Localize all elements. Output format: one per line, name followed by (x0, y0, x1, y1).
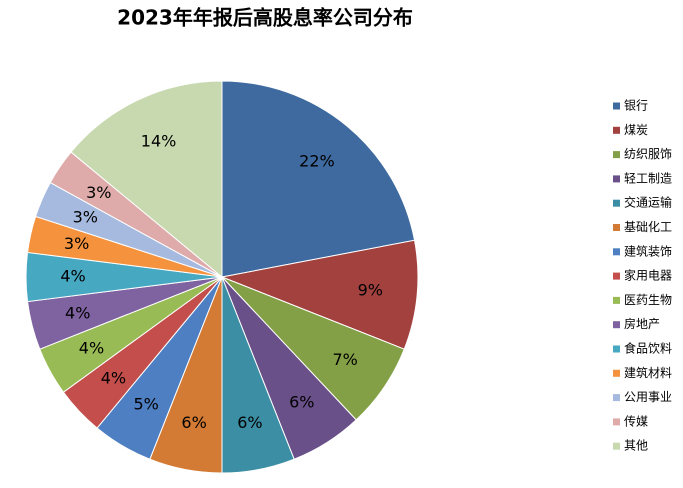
slice-label: 3% (73, 207, 98, 226)
legend-swatch (613, 224, 620, 231)
legend-label: 建筑材料 (624, 365, 672, 380)
legend-swatch (613, 394, 620, 402)
legend-label: 轻工制造 (624, 171, 672, 185)
slice-label: 7% (333, 350, 358, 369)
legend-swatch (613, 248, 620, 256)
slice-label: 6% (237, 413, 262, 432)
pie-slice (220, 239, 419, 350)
pie-slice (221, 80, 416, 278)
legend-swatch (613, 151, 620, 159)
legend-label: 纺织服饰 (624, 147, 672, 161)
legend-swatch (613, 418, 620, 426)
legend-label: 家用电器 (624, 268, 672, 283)
slice-label: 6% (181, 413, 206, 432)
slice-label: 4% (101, 368, 126, 387)
slice-label: 9% (358, 281, 383, 300)
legend-label: 基础化工 (624, 220, 672, 234)
legend-swatch (613, 272, 620, 280)
legend-label: 房地产 (624, 316, 660, 331)
legend-label: 建筑装饰 (624, 243, 672, 258)
slice-label: 4% (60, 267, 85, 286)
slice-label: 4% (79, 338, 104, 357)
legend-label: 公用事业 (624, 390, 672, 404)
legend-swatch (613, 199, 620, 207)
legend-label: 煤炭 (624, 123, 648, 137)
legend-label: 其他 (624, 439, 648, 453)
slice-label: 4% (65, 304, 90, 323)
slice-label: 3% (64, 234, 89, 253)
legend-swatch (613, 296, 620, 304)
slice-label: 14% (141, 132, 177, 151)
slice-label: 22% (299, 152, 335, 171)
slice-label: 6% (289, 392, 314, 411)
slice-label: 3% (86, 183, 111, 202)
legend-label: 银行 (624, 99, 648, 113)
legend-label: 医药生物 (624, 293, 672, 307)
legend-swatch (613, 442, 620, 450)
legend-swatch (613, 175, 620, 183)
legend-swatch (613, 369, 620, 377)
legend-swatch (613, 345, 620, 353)
legend-swatch (613, 126, 620, 134)
slice-label: 5% (133, 395, 158, 414)
chart-title: 2023年年报后高股息率公司分布 (117, 6, 413, 30)
legend-label: 传媒 (624, 413, 648, 428)
legend-swatch (613, 321, 620, 329)
legend-label: 交通运输 (624, 195, 672, 210)
legend-swatch (613, 102, 620, 110)
pie-slice (70, 80, 223, 279)
legend-label: 食品饮料 (624, 341, 672, 356)
